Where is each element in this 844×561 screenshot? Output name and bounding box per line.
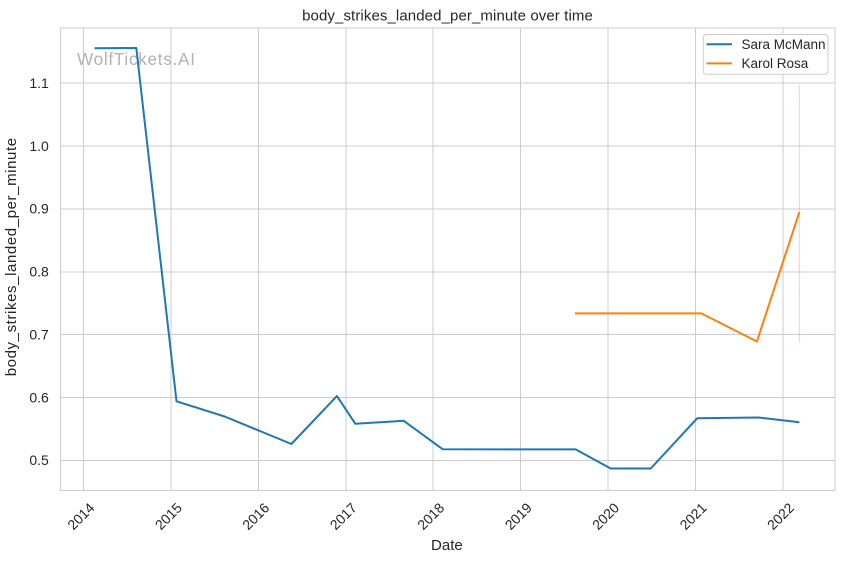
svg-text:0.5: 0.5	[29, 452, 49, 468]
svg-text:0.8: 0.8	[29, 264, 49, 280]
svg-text:2021: 2021	[676, 499, 709, 532]
svg-text:2019: 2019	[501, 499, 534, 532]
svg-text:1.1: 1.1	[29, 75, 49, 91]
svg-text:2014: 2014	[64, 499, 97, 532]
svg-text:2015: 2015	[152, 499, 185, 532]
svg-text:Karol Rosa: Karol Rosa	[742, 56, 809, 71]
svg-text:Sara McMann: Sara McMann	[742, 37, 826, 52]
svg-text:Date: Date	[431, 537, 463, 554]
svg-text:2016: 2016	[239, 499, 272, 532]
svg-text:2022: 2022	[764, 499, 797, 532]
svg-text:body_strikes_landed_per_minute: body_strikes_landed_per_minute over time	[302, 7, 593, 24]
svg-text:0.7: 0.7	[29, 326, 49, 342]
svg-text:0.9: 0.9	[29, 201, 49, 217]
svg-text:2017: 2017	[327, 499, 360, 532]
svg-text:body_strikes_landed_per_minute: body_strikes_landed_per_minute	[3, 137, 20, 376]
svg-text:1.0: 1.0	[29, 138, 49, 154]
svg-text:0.6: 0.6	[29, 389, 49, 405]
svg-text:WolfTickets.AI: WolfTickets.AI	[77, 49, 196, 69]
svg-text:2018: 2018	[414, 499, 447, 532]
svg-text:2020: 2020	[589, 499, 622, 532]
